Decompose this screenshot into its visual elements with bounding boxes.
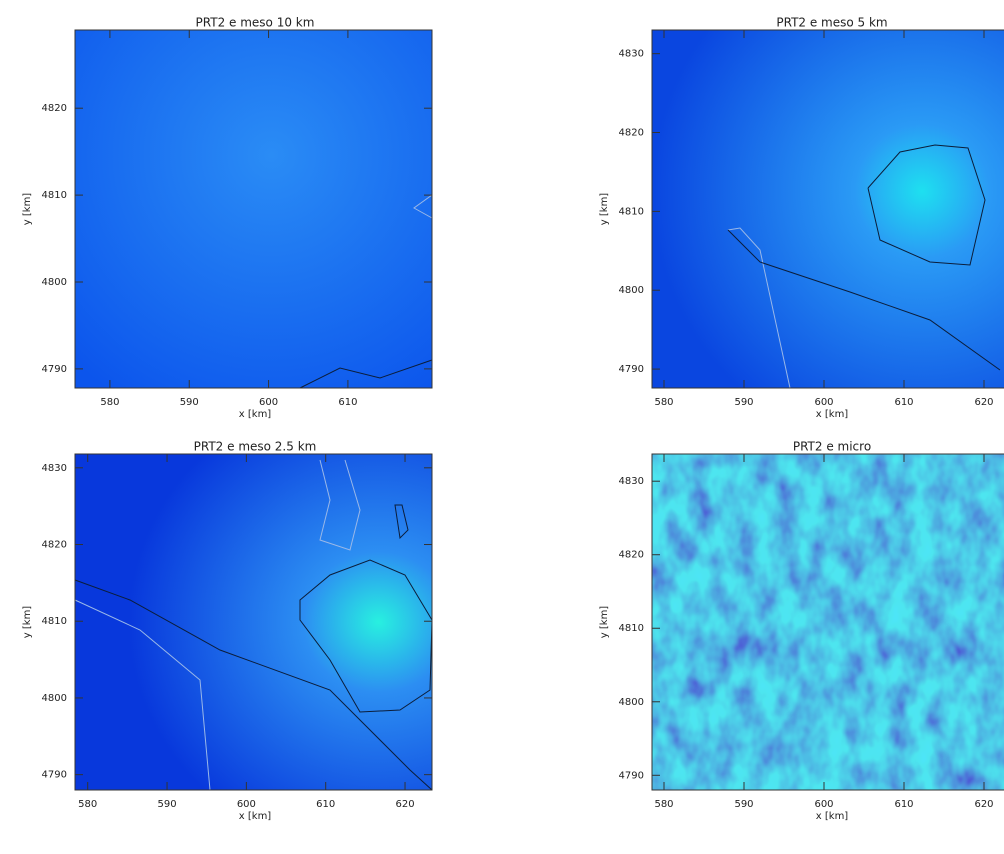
contour-line (299, 559, 433, 713)
field (652, 30, 1004, 388)
x-axis-label: x [km] (239, 409, 272, 420)
contour-line (867, 144, 986, 266)
y-tick-label: 4810 (42, 616, 67, 627)
y-axis-label: y [km] (22, 193, 33, 226)
x-tick-label: 590 (180, 397, 199, 408)
y-tick-label: 4800 (619, 697, 644, 708)
y-tick-label: 4820 (42, 103, 67, 114)
plot-frame (651, 29, 1004, 389)
x-axis-label: x [km] (239, 811, 272, 822)
x-tick-label: 610 (894, 799, 913, 810)
y-tick-label: 4790 (619, 770, 644, 781)
x-tick-label: 590 (734, 799, 753, 810)
chart-title: PRT2 e micro (793, 440, 871, 454)
y-tick-label: 4830 (619, 49, 644, 60)
x-tick-label: 600 (259, 397, 278, 408)
contour-line (74, 579, 433, 791)
y-tick-label: 4800 (42, 693, 67, 704)
plot-frame (74, 453, 433, 791)
x-tick-label: 600 (814, 397, 833, 408)
y-tick-label: 4810 (619, 206, 644, 217)
field (75, 30, 432, 388)
x-tick-label: 580 (100, 397, 119, 408)
x-axis-label: x [km] (816, 409, 849, 420)
x-tick-label: 580 (654, 799, 673, 810)
y-tick-label: 4830 (42, 463, 67, 474)
panel: 580 590 600 610 620 4790 4800 4810 4820 4830 PRT2 … (599, 16, 1004, 420)
panel: 580 590 600 610 620 4790 4800 4810 4820 4830 PRT2 … (599, 440, 1004, 822)
contour-line (74, 599, 211, 791)
chart-title: PRT2 e meso 5 km (776, 16, 887, 30)
contour-line (319, 459, 361, 551)
contour-line (299, 359, 433, 389)
y-axis-label: y [km] (599, 606, 610, 639)
y-axis-label: y [km] (22, 606, 33, 639)
contour-line (727, 229, 1001, 371)
y-tick-label: 4790 (619, 364, 644, 375)
x-tick-label: 620 (395, 799, 414, 810)
plot-frame (651, 453, 1004, 791)
x-tick-label: 580 (78, 799, 97, 810)
contour-line (727, 227, 791, 389)
panel: 580 590 600 610 4790 4800 4810 4820 PRT2 e meso … (22, 16, 433, 420)
x-tick-label: 590 (157, 799, 176, 810)
x-tick-label: 620 (974, 397, 993, 408)
field-group (652, 454, 1004, 790)
y-tick-label: 4810 (42, 190, 67, 201)
y-tick-label: 4820 (619, 128, 644, 139)
x-tick-label: 600 (814, 799, 833, 810)
x-tick-label: 600 (237, 799, 256, 810)
y-tick-label: 4820 (619, 550, 644, 561)
contour-line (413, 194, 433, 219)
y-tick-label: 4830 (619, 476, 644, 487)
plot-frame (74, 29, 433, 389)
contour-line (394, 504, 409, 540)
x-tick-label: 590 (734, 397, 753, 408)
field-texture (652, 454, 1004, 790)
y-tick-label: 4800 (42, 277, 67, 288)
field (75, 454, 432, 790)
x-tick-label: 620 (974, 799, 993, 810)
chart-title: PRT2 e meso 10 km (196, 16, 315, 30)
y-tick-label: 4820 (42, 540, 67, 551)
x-tick-label: 610 (338, 397, 357, 408)
y-tick-label: 4800 (619, 285, 644, 296)
y-axis-label: y [km] (599, 193, 610, 226)
y-tick-label: 4790 (42, 770, 67, 781)
panel: 580 590 600 610 620 4790 4800 4810 4820 4830 PRT2 … (22, 440, 433, 822)
x-tick-label: 610 (894, 397, 913, 408)
x-axis-label: x [km] (816, 811, 849, 822)
chart-title: PRT2 e meso 2.5 km (194, 440, 317, 454)
x-tick-label: 610 (316, 799, 335, 810)
y-tick-label: 4810 (619, 623, 644, 634)
y-tick-label: 4790 (42, 364, 67, 375)
x-tick-label: 580 (654, 397, 673, 408)
